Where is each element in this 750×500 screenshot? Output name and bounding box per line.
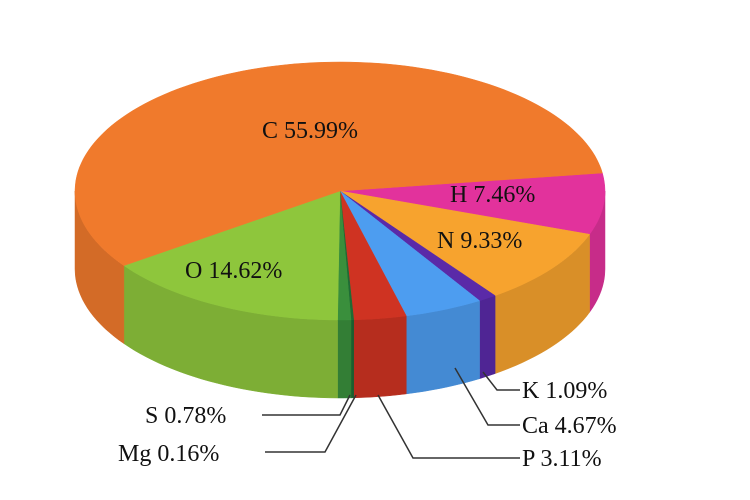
leader-line-p bbox=[377, 394, 520, 459]
leader-line-ca bbox=[454, 367, 520, 426]
leader-line-k bbox=[482, 371, 520, 391]
label-c: C 55.99% bbox=[262, 118, 358, 144]
slice-side-k bbox=[479, 295, 496, 380]
pie-tops bbox=[74, 61, 606, 321]
slice-side-mg bbox=[350, 319, 354, 399]
label-s: S 0.78% bbox=[145, 403, 226, 429]
slice-o bbox=[123, 190, 341, 321]
label-ca: Ca 4.67% bbox=[522, 413, 617, 439]
slice-side-s bbox=[337, 319, 352, 399]
slice-n bbox=[339, 190, 591, 296]
slice-side-p bbox=[353, 315, 407, 399]
leader-lines bbox=[262, 367, 520, 459]
label-k: K 1.09% bbox=[522, 378, 607, 404]
label-mg: Mg 0.16% bbox=[118, 441, 219, 467]
leader-line-s bbox=[262, 394, 351, 416]
labels: C 55.99% H 7.46% N 9.33% O 14.62% K 1.09… bbox=[118, 118, 617, 472]
label-n: N 9.33% bbox=[437, 228, 522, 254]
slice-h bbox=[339, 172, 606, 235]
slice-p bbox=[339, 190, 407, 321]
slice-c bbox=[74, 61, 603, 266]
label-o: O 14.62% bbox=[185, 258, 282, 284]
label-p: P 3.11% bbox=[522, 446, 602, 472]
slice-ca bbox=[339, 190, 481, 317]
leader-line-mg bbox=[265, 394, 357, 453]
slice-side-ca bbox=[406, 300, 480, 395]
pie-sides bbox=[74, 190, 606, 399]
label-h: H 7.46% bbox=[450, 182, 535, 208]
